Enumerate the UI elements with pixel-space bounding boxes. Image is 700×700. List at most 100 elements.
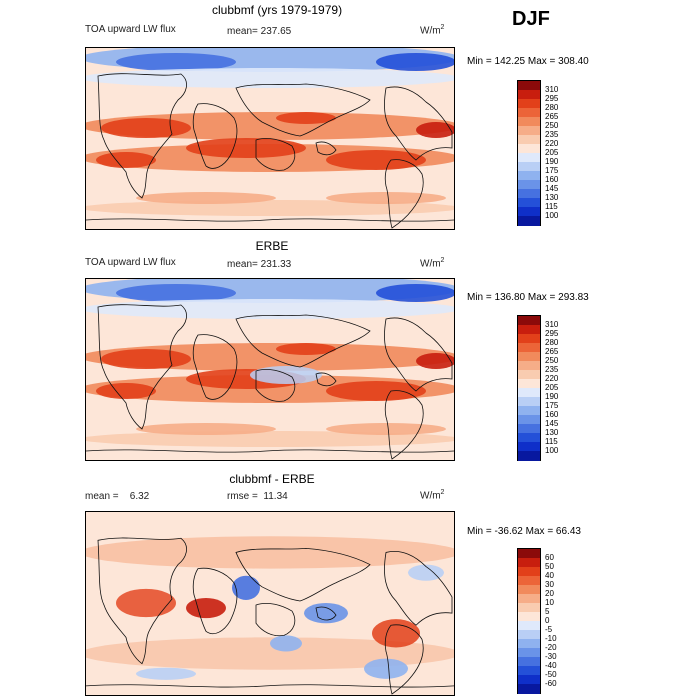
colorbar-swatch bbox=[518, 648, 540, 658]
colorbar-swatch bbox=[518, 343, 540, 353]
colorbar-tick-label: 145 bbox=[545, 419, 559, 428]
colorbar-tick-label: 50 bbox=[545, 562, 554, 571]
colorbar-tick-label: 60 bbox=[545, 553, 554, 562]
colorbar-swatch bbox=[518, 171, 540, 181]
colorbar-tick-label: -60 bbox=[545, 679, 557, 688]
colorbar-tick-label: 310 bbox=[545, 85, 559, 94]
panel-2-mean: mean= 231.33 bbox=[227, 259, 292, 270]
colorbar-swatch bbox=[518, 352, 540, 362]
colorbar-swatch bbox=[518, 424, 540, 434]
colorbar-swatch bbox=[518, 567, 540, 577]
panel-2-map bbox=[85, 278, 455, 461]
panel-3-colorbar: 60 50 40 30 20 10 5 0 -5 -10 -20 -30 -40 -50 -60 bbox=[517, 548, 557, 694]
panel-3-rmse: rmse = 11.34 bbox=[227, 491, 288, 502]
colorbar-tick-label: 235 bbox=[545, 365, 559, 374]
colorbar-tick-label: 295 bbox=[545, 329, 559, 338]
panel-3-title: clubbmf - ERBE bbox=[229, 472, 315, 486]
colorbar-swatch bbox=[518, 207, 540, 217]
colorbar-swatch bbox=[518, 603, 540, 613]
colorbar-swatch bbox=[518, 135, 540, 145]
colorbar-tick-label: 265 bbox=[545, 347, 559, 356]
colorbar-tick-label: -10 bbox=[545, 634, 557, 643]
colorbar-swatch bbox=[518, 612, 540, 622]
colorbar-tick-label: 160 bbox=[545, 410, 559, 419]
colorbar-swatch bbox=[518, 657, 540, 667]
colorbar-swatch bbox=[518, 594, 540, 604]
colorbar-tick-label: 190 bbox=[545, 392, 559, 401]
colorbar-tick-label: -20 bbox=[545, 643, 557, 652]
colorbar-swatch bbox=[518, 433, 540, 443]
panel-1-units: W/m2 bbox=[420, 24, 445, 37]
panel-3-units: W/m2 bbox=[420, 489, 445, 502]
colorbar-swatch bbox=[518, 216, 540, 226]
colorbar-swatch bbox=[518, 334, 540, 344]
colorbar-tick-label: 100 bbox=[545, 211, 559, 220]
colorbar-tick-label: 220 bbox=[545, 139, 559, 148]
colorbar-tick-label: -40 bbox=[545, 661, 557, 670]
colorbar-tick-label: 145 bbox=[545, 184, 559, 193]
colorbar-swatch bbox=[518, 684, 540, 694]
colorbar-tick-label: 250 bbox=[545, 121, 559, 130]
colorbar-tick-label: 220 bbox=[545, 374, 559, 383]
colorbar-swatch bbox=[518, 666, 540, 676]
colorbar-tick-label: 160 bbox=[545, 175, 559, 184]
colorbar-tick-label: 310 bbox=[545, 320, 559, 329]
colorbar-tick-label: 0 bbox=[545, 616, 550, 625]
colorbar-tick-label: 5 bbox=[545, 607, 550, 616]
colorbar-swatch bbox=[518, 388, 540, 398]
colorbar-tick-label: 30 bbox=[545, 580, 554, 589]
colorbar-swatch bbox=[518, 630, 540, 640]
colorbar-swatch bbox=[518, 442, 540, 452]
colorbar-tick-label: 190 bbox=[545, 157, 559, 166]
panel-1-mean: mean= 237.65 bbox=[227, 26, 292, 37]
colorbar-swatch bbox=[518, 316, 540, 326]
colorbar-swatch bbox=[518, 144, 540, 154]
colorbar-swatch bbox=[518, 558, 540, 568]
colorbar-swatch bbox=[518, 406, 540, 416]
colorbar-swatch bbox=[518, 621, 540, 631]
colorbar-swatch bbox=[518, 675, 540, 685]
colorbar-swatch bbox=[518, 117, 540, 127]
colorbar-tick-label: 130 bbox=[545, 428, 559, 437]
colorbar-swatch bbox=[518, 325, 540, 335]
colorbar-tick-label: 40 bbox=[545, 571, 554, 580]
colorbar-swatch bbox=[518, 153, 540, 163]
colorbar-tick-label: -30 bbox=[545, 652, 557, 661]
colorbar-tick-label: 280 bbox=[545, 338, 559, 347]
season-label: DJF bbox=[512, 8, 550, 30]
panel-3-map bbox=[85, 511, 455, 696]
colorbar-tick-label: 10 bbox=[545, 598, 554, 607]
colorbar-swatch bbox=[518, 189, 540, 199]
colorbar-swatch bbox=[518, 397, 540, 407]
colorbar-swatch bbox=[518, 108, 540, 118]
colorbar-tick-label: 115 bbox=[545, 437, 558, 446]
colorbar-tick-label: 175 bbox=[545, 401, 559, 410]
panel-1-title: clubbmf (yrs 1979-1979) bbox=[212, 3, 343, 17]
panel-1-map bbox=[85, 47, 455, 230]
colorbar-swatch bbox=[518, 198, 540, 208]
colorbar-tick-label: 235 bbox=[545, 130, 559, 139]
colorbar-tick-label: 295 bbox=[545, 94, 559, 103]
colorbar-tick-label: 130 bbox=[545, 193, 559, 202]
colorbar-swatch bbox=[518, 549, 540, 559]
panel-3-min-max: Min = -36.62 Max = 66.43 bbox=[467, 526, 581, 537]
panel-1-variable-label: TOA upward LW flux bbox=[85, 24, 176, 35]
colorbar-swatch bbox=[518, 585, 540, 595]
colorbar-tick-label: 280 bbox=[545, 103, 559, 112]
panel-3-mean: mean = 6.32 bbox=[85, 491, 150, 502]
panel-2-min-max: Min = 136.80 Max = 293.83 bbox=[467, 292, 589, 303]
panel-1-min-max: Min = 142.25 Max = 308.40 bbox=[467, 56, 589, 67]
colorbar-tick-label: 100 bbox=[545, 446, 559, 455]
colorbar-swatch bbox=[518, 379, 540, 389]
panel-2-units: W/m2 bbox=[420, 257, 445, 270]
colorbar-swatch bbox=[518, 415, 540, 425]
colorbar-tick-label: 175 bbox=[545, 166, 559, 175]
colorbar-tick-label: 205 bbox=[545, 383, 559, 392]
colorbar-tick-label: -5 bbox=[545, 625, 553, 634]
colorbar-swatch bbox=[518, 81, 540, 91]
colorbar-tick-label: 265 bbox=[545, 112, 559, 121]
colorbar-tick-label: -50 bbox=[545, 670, 557, 679]
colorbar-swatch bbox=[518, 162, 540, 172]
colorbar-swatch bbox=[518, 639, 540, 649]
panel-2-variable-label: TOA upward LW flux bbox=[85, 257, 176, 268]
